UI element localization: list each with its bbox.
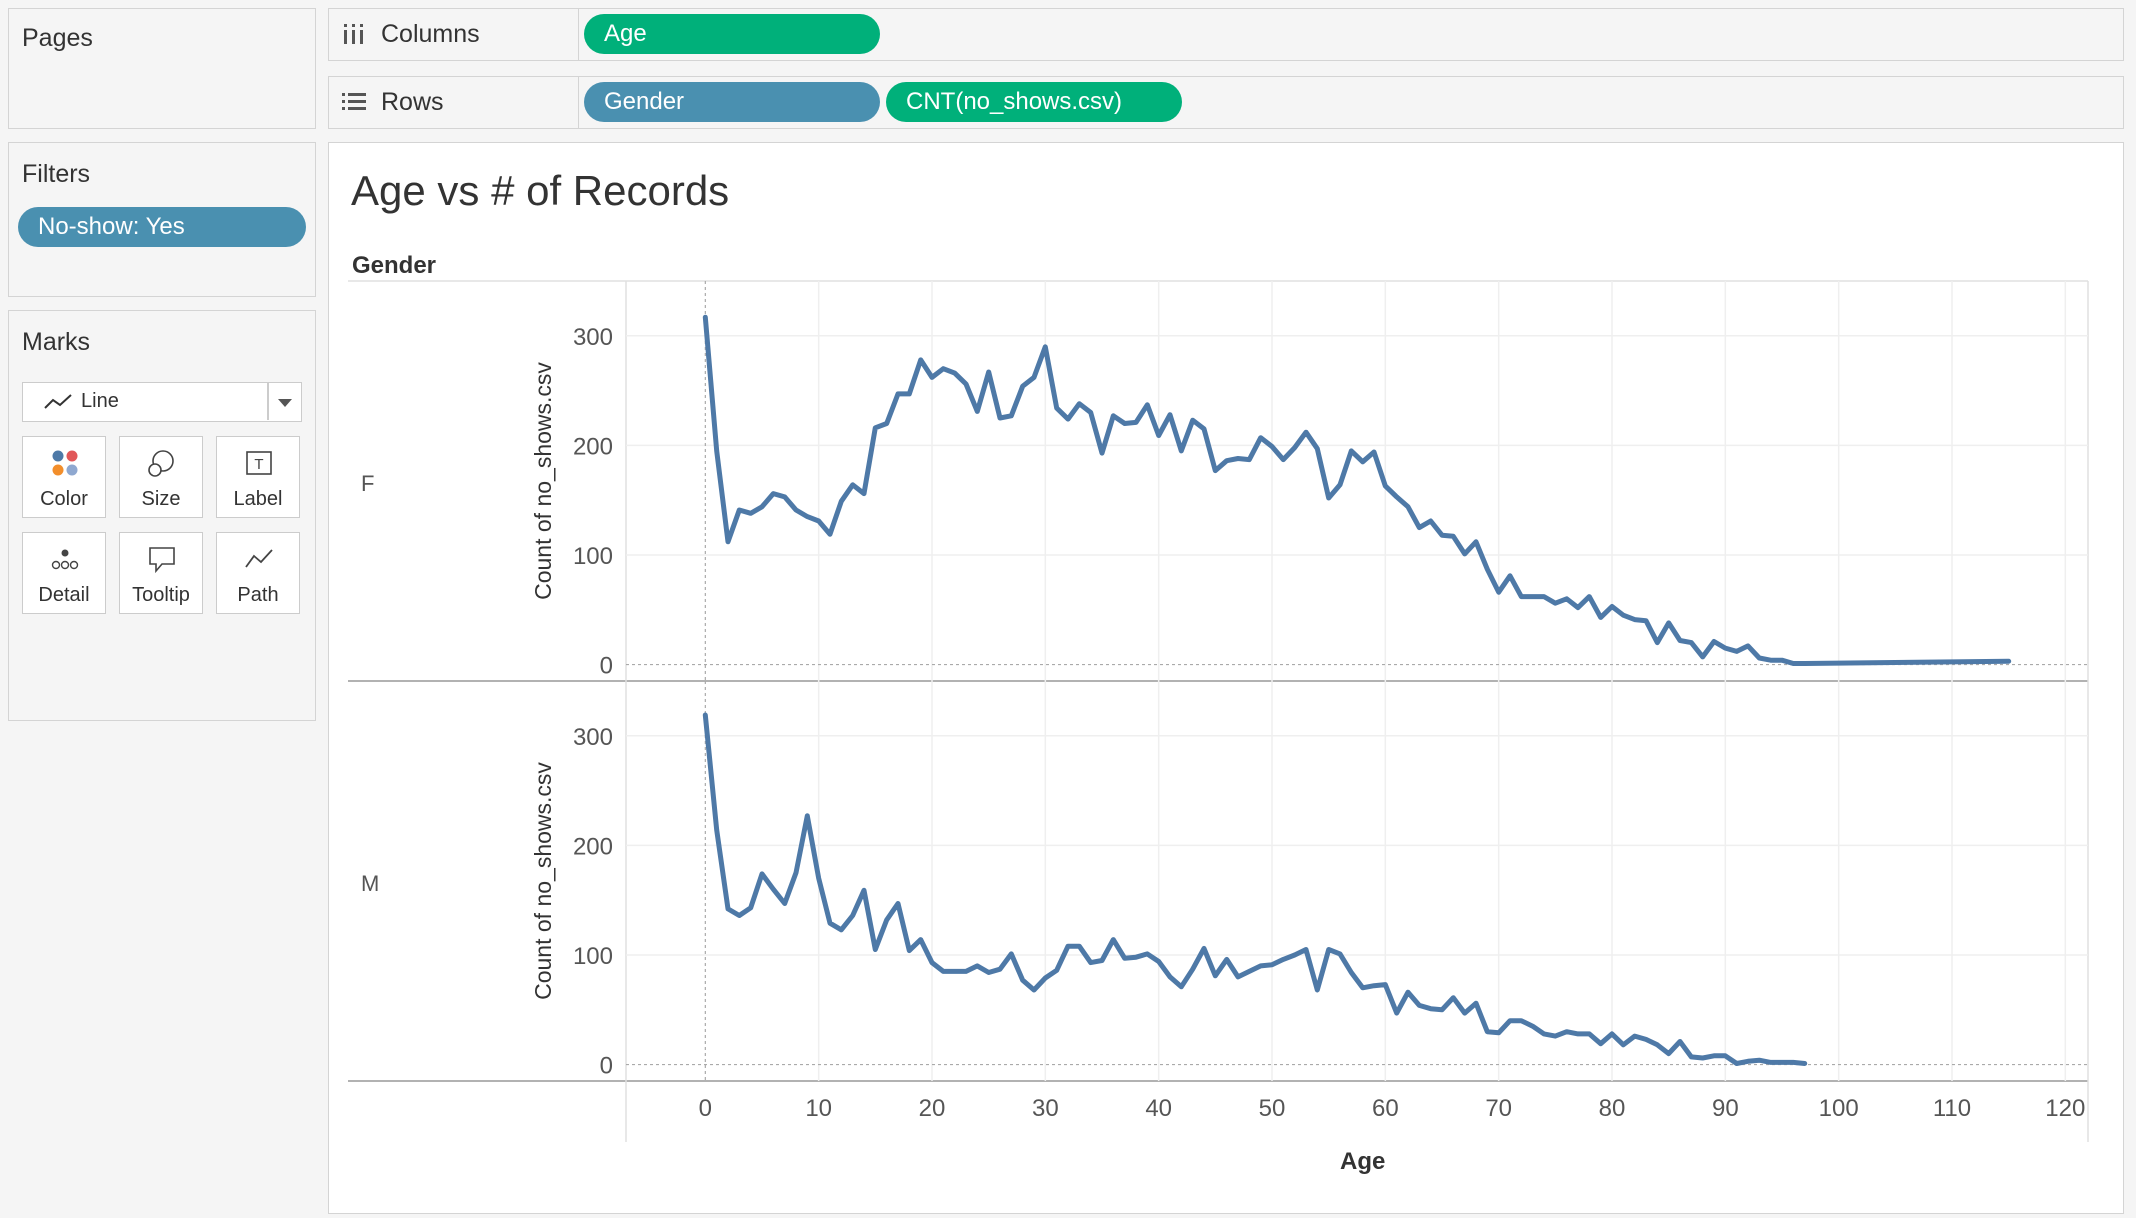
mark-type-value: Line: [81, 390, 119, 412]
path-label: Path: [237, 584, 279, 606]
color-button[interactable]: Color: [22, 436, 106, 518]
pages-card: Pages: [8, 8, 316, 129]
label-button[interactable]: T Label: [216, 436, 300, 518]
filters-card: Filters No-show: Yes: [8, 142, 316, 297]
columns-shelf-label: Columns: [329, 9, 579, 60]
viz-title: Age vs # of Records: [351, 167, 730, 214]
row-header-gender: Gender: [352, 252, 436, 279]
line-mark-icon: [44, 394, 72, 409]
size-label: Size: [141, 488, 181, 510]
chevron-down-icon[interactable]: [276, 397, 294, 409]
x-tick-label: 70: [1485, 1095, 1512, 1122]
x-tick-label: 10: [805, 1095, 832, 1122]
detail-icon: [51, 549, 79, 570]
rows-label-text: Rows: [381, 88, 444, 116]
y-tick-label: 300: [573, 724, 613, 751]
x-tick-label: 80: [1599, 1095, 1626, 1122]
columns-label-text: Columns: [381, 20, 480, 48]
columns-icon: [344, 24, 363, 44]
marks-title: Marks: [22, 328, 91, 356]
filters-title: Filters: [22, 160, 91, 188]
size-button[interactable]: Size: [119, 436, 203, 518]
x-tick-label: 100: [1819, 1095, 1859, 1122]
y-axis-title: Count of no_shows.csv: [530, 762, 556, 1000]
rows-pill-gender[interactable]: Gender: [584, 82, 880, 122]
y-tick-label: 100: [573, 943, 613, 970]
rows-pill-count[interactable]: CNT(no_shows.csv): [886, 82, 1182, 122]
path-button[interactable]: Path: [216, 532, 300, 614]
x-tick-label: 50: [1259, 1095, 1286, 1122]
x-tick-label: 120: [2045, 1095, 2085, 1122]
x-tick-label: 40: [1145, 1095, 1172, 1122]
color-label: Color: [40, 488, 88, 510]
tooltip-button[interactable]: Tooltip: [119, 532, 203, 614]
mark-type-dropdown[interactable]: Line: [22, 382, 302, 422]
row-label-f: F: [361, 471, 374, 496]
columns-pill-age[interactable]: Age: [584, 14, 880, 54]
x-tick-label: 60: [1372, 1095, 1399, 1122]
y-tick-label: 0: [600, 653, 613, 680]
series-line-m: [702, 712, 1808, 1066]
x-tick-label: 0: [699, 1095, 712, 1122]
series-line-f: [702, 314, 2012, 666]
label-label: Label: [233, 488, 283, 510]
columns-shelf[interactable]: Columns Age: [328, 8, 2124, 61]
row-label-m: M: [361, 871, 379, 896]
x-tick-label: 90: [1712, 1095, 1739, 1122]
size-icon: [148, 450, 174, 477]
rows-shelf[interactable]: Rows Gender CNT(no_shows.csv): [328, 76, 2124, 129]
y-tick-label: 200: [573, 833, 613, 860]
viz-sheet: Age vs # of Records Gender 0 100 200 300 F Cou…: [328, 142, 2124, 1214]
y-tick-label: 200: [573, 433, 613, 460]
filter-pill-no-show[interactable]: No-show: Yes: [18, 207, 306, 247]
x-tick-label: 110: [1933, 1095, 1971, 1122]
y-tick-label: 300: [573, 324, 613, 351]
marks-card: Marks Line Color Size T Label: [8, 310, 316, 721]
tooltip-label: Tooltip: [132, 584, 190, 606]
color-icon: [52, 450, 78, 476]
detail-label: Detail: [38, 584, 90, 606]
detail-button[interactable]: Detail: [22, 532, 106, 614]
y-tick-label: 0: [600, 1053, 613, 1080]
pages-title: Pages: [22, 24, 93, 52]
path-icon: [245, 549, 273, 568]
x-tick-label: 30: [1032, 1095, 1059, 1122]
tooltip-icon: [149, 547, 175, 574]
x-axis-title: Age: [1340, 1148, 1385, 1175]
rows-shelf-label: Rows: [329, 77, 579, 128]
y-axis-title: Count of no_shows.csv: [530, 362, 556, 600]
y-tick-label: 100: [573, 543, 613, 570]
svg-text:T: T: [254, 456, 263, 473]
label-icon: T: [246, 451, 272, 475]
rows-icon: [342, 93, 366, 110]
x-tick-label: 20: [919, 1095, 946, 1122]
